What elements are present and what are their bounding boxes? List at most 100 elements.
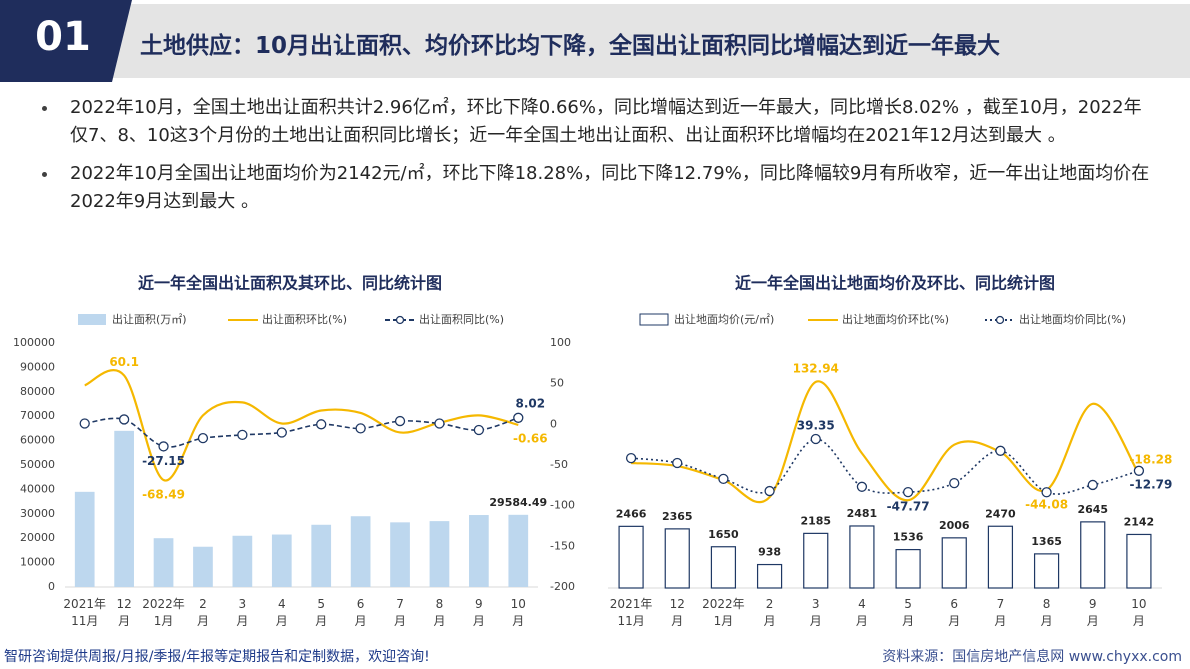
bar	[232, 535, 253, 587]
bar	[350, 516, 371, 587]
line-label: -12.79	[1129, 477, 1172, 491]
bar	[1033, 553, 1060, 589]
x-tick-label: 10 月	[1131, 597, 1146, 628]
line-marker	[856, 481, 868, 492]
bar	[710, 546, 737, 589]
line-marker	[237, 429, 248, 441]
bullet-list: 2022年10月，全国土地出让面积共计2.96亿㎡，环比下降0.66%，同比增幅…	[40, 94, 1150, 226]
y2-tick-label: 50	[550, 377, 564, 390]
y-tick-label: 100000	[13, 336, 55, 349]
legend-label: 出让面积环比(%)	[262, 312, 347, 326]
chart-title: 近一年全国出让地面均价及环比、同比统计图	[735, 274, 1055, 293]
line-label: -18.28	[1129, 453, 1172, 467]
line-marker	[949, 477, 960, 489]
legend-label: 出让面积同比(%)	[419, 312, 504, 326]
bar-label: 1365	[1031, 535, 1062, 548]
line-label: -47.77	[887, 500, 930, 514]
line-label: 60.1	[109, 355, 139, 369]
bar	[618, 525, 644, 589]
line-marker	[902, 486, 914, 498]
y2-tick-label: -200	[550, 580, 575, 593]
x-tick-label: 2021年 11月	[610, 597, 653, 628]
bar-label: 2481	[847, 507, 878, 520]
legend-label: 出让地面均价同比(%)	[1019, 312, 1126, 326]
bar	[429, 521, 450, 587]
line-marker	[394, 415, 406, 427]
bar	[193, 546, 213, 587]
bar	[1080, 521, 1106, 589]
bar	[849, 525, 875, 589]
line	[84, 417, 519, 448]
bar-label: 2645	[1077, 503, 1108, 516]
line-marker	[79, 418, 90, 429]
line-marker	[197, 433, 209, 444]
y-tick-label: 40000	[20, 482, 55, 495]
bar-label: 2185	[800, 514, 831, 527]
legend-label: 出让地面均价(元/㎡)	[674, 312, 774, 326]
line-marker	[316, 419, 327, 430]
legend-swatch	[639, 313, 669, 326]
legend-label: 出让地面均价环比(%)	[842, 312, 949, 326]
bar-label: 1650	[708, 528, 739, 541]
line-marker	[764, 485, 775, 497]
bar-label: 938	[758, 546, 781, 559]
bar-label: 29584.49	[489, 496, 547, 509]
bar	[895, 548, 921, 589]
bar-label: 2365	[662, 510, 693, 523]
y-tick-label: 0	[48, 580, 55, 593]
line-marker	[1041, 487, 1052, 498]
line-label: -27.15	[142, 454, 185, 468]
footer-note: 智研咨询提供周报/月报/季报/年报等定期报告和定制数据，欢迎咨询!	[4, 649, 430, 665]
x-tick-label: 2022年 1月	[142, 597, 185, 628]
bar	[756, 563, 783, 589]
line-marker	[276, 427, 287, 438]
bar	[114, 430, 134, 587]
y-tick-label: 60000	[20, 434, 55, 447]
line-label: 132.94	[793, 361, 839, 375]
bar-label: 2006	[939, 519, 970, 532]
y-tick-label: 30000	[20, 507, 55, 520]
line-marker	[995, 445, 1006, 456]
line-label: 39.35	[797, 418, 835, 432]
bar	[153, 538, 174, 587]
bar	[311, 524, 332, 587]
footer-source: 资料来源：国信房地产信息网 www.chyxx.com	[882, 649, 1182, 665]
bar	[664, 528, 690, 589]
bar-label: 2466	[616, 507, 647, 520]
header-number-box	[0, 0, 132, 82]
header-bar	[100, 4, 1190, 78]
y2-tick-label: -100	[550, 499, 575, 512]
bar	[1126, 533, 1152, 589]
bullet: 2022年10月全国出让地面均价为2142元/㎡，环比下降18.28%，同比下降…	[40, 160, 1150, 216]
bar	[469, 515, 489, 587]
line-marker	[513, 412, 524, 423]
y2-tick-label: 100	[550, 336, 571, 349]
y2-tick-label: -150	[550, 539, 575, 552]
x-tick-label: 2022年 1月	[702, 597, 745, 628]
y-tick-label: 20000	[20, 531, 55, 544]
y2-tick-label: -50	[550, 458, 568, 471]
x-tick-label: 10 月	[511, 597, 526, 628]
x-tick-label: 12 月	[670, 597, 685, 628]
section-number: 01	[35, 14, 91, 60]
y-tick-label: 50000	[20, 458, 55, 471]
line-marker	[672, 457, 683, 469]
line-label: 8.02	[515, 396, 545, 410]
y-tick-label: 90000	[20, 360, 55, 373]
legend-label: 出让面积(万㎡)	[112, 312, 187, 326]
line-label: -44.08	[1025, 497, 1068, 511]
line-marker	[355, 423, 366, 434]
line-marker	[158, 441, 169, 452]
bar	[803, 532, 829, 589]
